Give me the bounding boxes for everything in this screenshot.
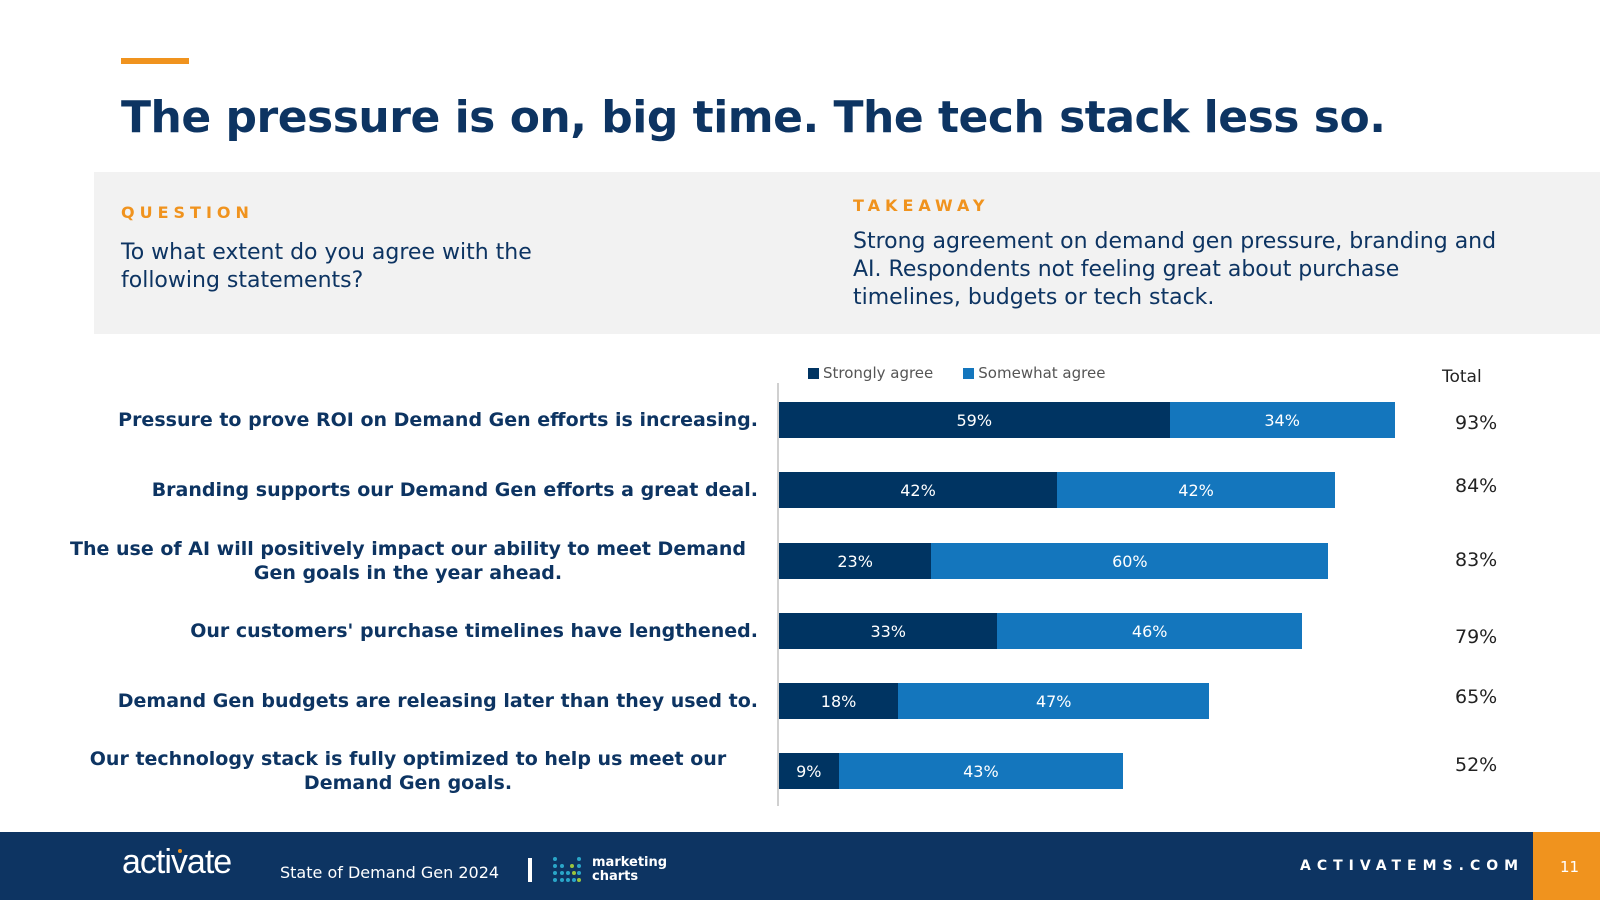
legend-label: Somewhat agree	[978, 364, 1106, 382]
total-value: 52%	[1455, 754, 1498, 776]
bar-data-label: 43%	[963, 761, 999, 781]
info-panel	[94, 172, 1600, 334]
bar-data-label: 46%	[1131, 621, 1168, 641]
report-name: State of Demand Gen 2024	[280, 863, 500, 882]
legend-swatch-strongly-agree	[808, 367, 819, 379]
page-title: The pressure is on, big time. The tech s…	[121, 92, 1386, 143]
question-text: To what extent do you agree with the fol…	[121, 240, 532, 293]
takeaway-label: TAKEAWAY	[853, 196, 990, 215]
chart-legend: Strongly agree Somewhat agree	[808, 364, 1105, 382]
partner-line-1: marketing	[592, 855, 668, 870]
bar-data-label: 33%	[870, 621, 906, 641]
marketing-charts-logo-text: marketing charts	[592, 856, 667, 884]
bar-somewhat-agree: 43%	[838, 753, 1124, 789]
total-column-header: Total	[1442, 367, 1482, 387]
total-value: 93%	[1455, 412, 1498, 434]
category-label: The use of AI will positively impact our…	[70, 538, 746, 584]
total-value: 65%	[1455, 686, 1498, 708]
total-value: 83%	[1455, 549, 1498, 571]
category-label: Our customers' purchase timelines have l…	[190, 620, 758, 642]
takeaway-text: Strong agreement on demand gen pressure,…	[853, 229, 1497, 310]
page-number-box	[1533, 832, 1600, 900]
footer-divider	[528, 858, 532, 882]
logo-accent-dot	[178, 849, 182, 853]
chart-axis-line	[777, 383, 779, 806]
website-link[interactable]: ACTIVATEMS.COM	[1300, 858, 1525, 874]
bar-data-label: 9%	[796, 761, 822, 781]
bar-strongly-agree: 9%	[779, 753, 839, 789]
bar-strongly-agree: 18%	[779, 683, 899, 719]
bar-somewhat-agree: 34%	[1169, 402, 1395, 438]
category-label: Demand Gen budgets are releasing later t…	[117, 690, 758, 712]
bar-strongly-agree: 59%	[779, 402, 1170, 438]
bar-data-label: 60%	[1112, 551, 1148, 571]
category-label: Pressure to prove ROI on Demand Gen effo…	[118, 409, 758, 431]
footer	[0, 832, 1600, 900]
bar-somewhat-agree: 47%	[898, 683, 1210, 719]
bar-somewhat-agree: 60%	[931, 543, 1329, 579]
legend-item-strongly-agree: Strongly agree	[808, 364, 933, 382]
page-number: 11	[1560, 858, 1580, 876]
legend-swatch-somewhat-agree	[963, 367, 975, 379]
partner-line-2: charts	[592, 869, 639, 884]
title-accent-bar	[121, 58, 189, 64]
bar-data-label: 23%	[837, 551, 873, 571]
category-label: Branding supports our Demand Gen efforts…	[151, 479, 758, 501]
category-label: Our technology stack is fully optimized …	[89, 748, 727, 794]
bar-somewhat-agree: 46%	[997, 613, 1302, 649]
legend-label: Strongly agree	[823, 364, 934, 382]
bar-data-label: 18%	[820, 691, 857, 711]
bar-strongly-agree: 42%	[779, 472, 1058, 508]
bar-strongly-agree: 33%	[779, 613, 998, 649]
bar-data-label: 47%	[1035, 691, 1072, 711]
bar-strongly-agree: 23%	[779, 543, 932, 579]
bar-data-label: 34%	[1264, 410, 1300, 430]
legend-item-somewhat-agree: Somewhat agree	[963, 364, 1105, 382]
marketing-charts-logo-icon	[553, 857, 581, 882]
total-value: 79%	[1455, 626, 1498, 648]
bar-somewhat-agree: 42%	[1057, 472, 1336, 508]
question-label: QUESTION	[121, 203, 254, 222]
bar-data-label: 42%	[1178, 480, 1214, 500]
total-value: 84%	[1455, 475, 1498, 497]
bar-data-label: 42%	[900, 480, 936, 500]
bar-data-label: 59%	[956, 410, 993, 430]
activate-logo: activate	[122, 843, 232, 881]
